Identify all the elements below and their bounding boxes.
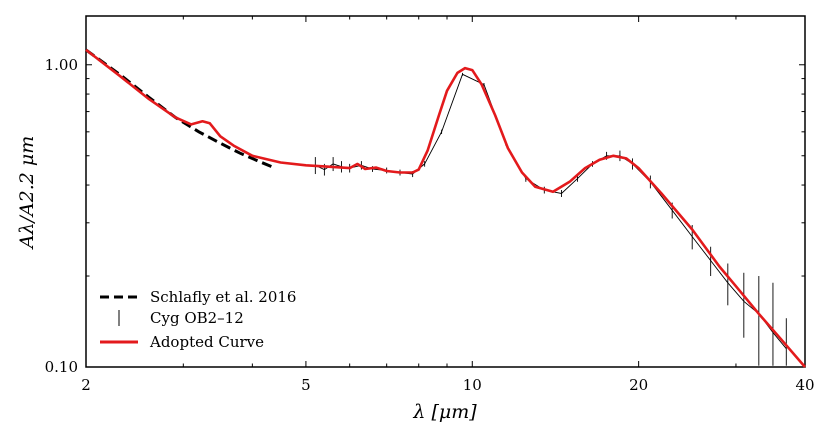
y-tick-label-0.10: 0.10: [45, 358, 78, 376]
y-axis-title: Aλ/A2.2 μm: [16, 136, 38, 251]
legend-label-adopted: Adopted Curve: [149, 333, 264, 351]
legend: Schlafly et al. 2016 Cyg OB2–12 Adopted …: [100, 288, 296, 351]
series-layer: [85, 48, 806, 368]
legend-label-schlafly: Schlafly et al. 2016: [150, 288, 296, 306]
x-axis-title: λ [μm]: [412, 401, 477, 423]
x-tick-label-10: 10: [463, 376, 482, 394]
legend-label-cyg: Cyg OB2–12: [150, 309, 244, 327]
minor-ticks: [86, 16, 805, 367]
plot-area: [85, 15, 806, 368]
x-tick-label-5: 5: [301, 376, 311, 394]
y-tick-label-1.00: 1.00: [45, 56, 78, 74]
x-tick-label-20: 20: [629, 376, 648, 394]
adopted-curve-line: [85, 48, 806, 368]
x-tick-label-2: 2: [81, 376, 91, 394]
x-tick-label-40: 40: [795, 376, 814, 394]
cyg-ob2-12-line: [315, 73, 787, 349]
major-ticks: [85, 16, 806, 368]
